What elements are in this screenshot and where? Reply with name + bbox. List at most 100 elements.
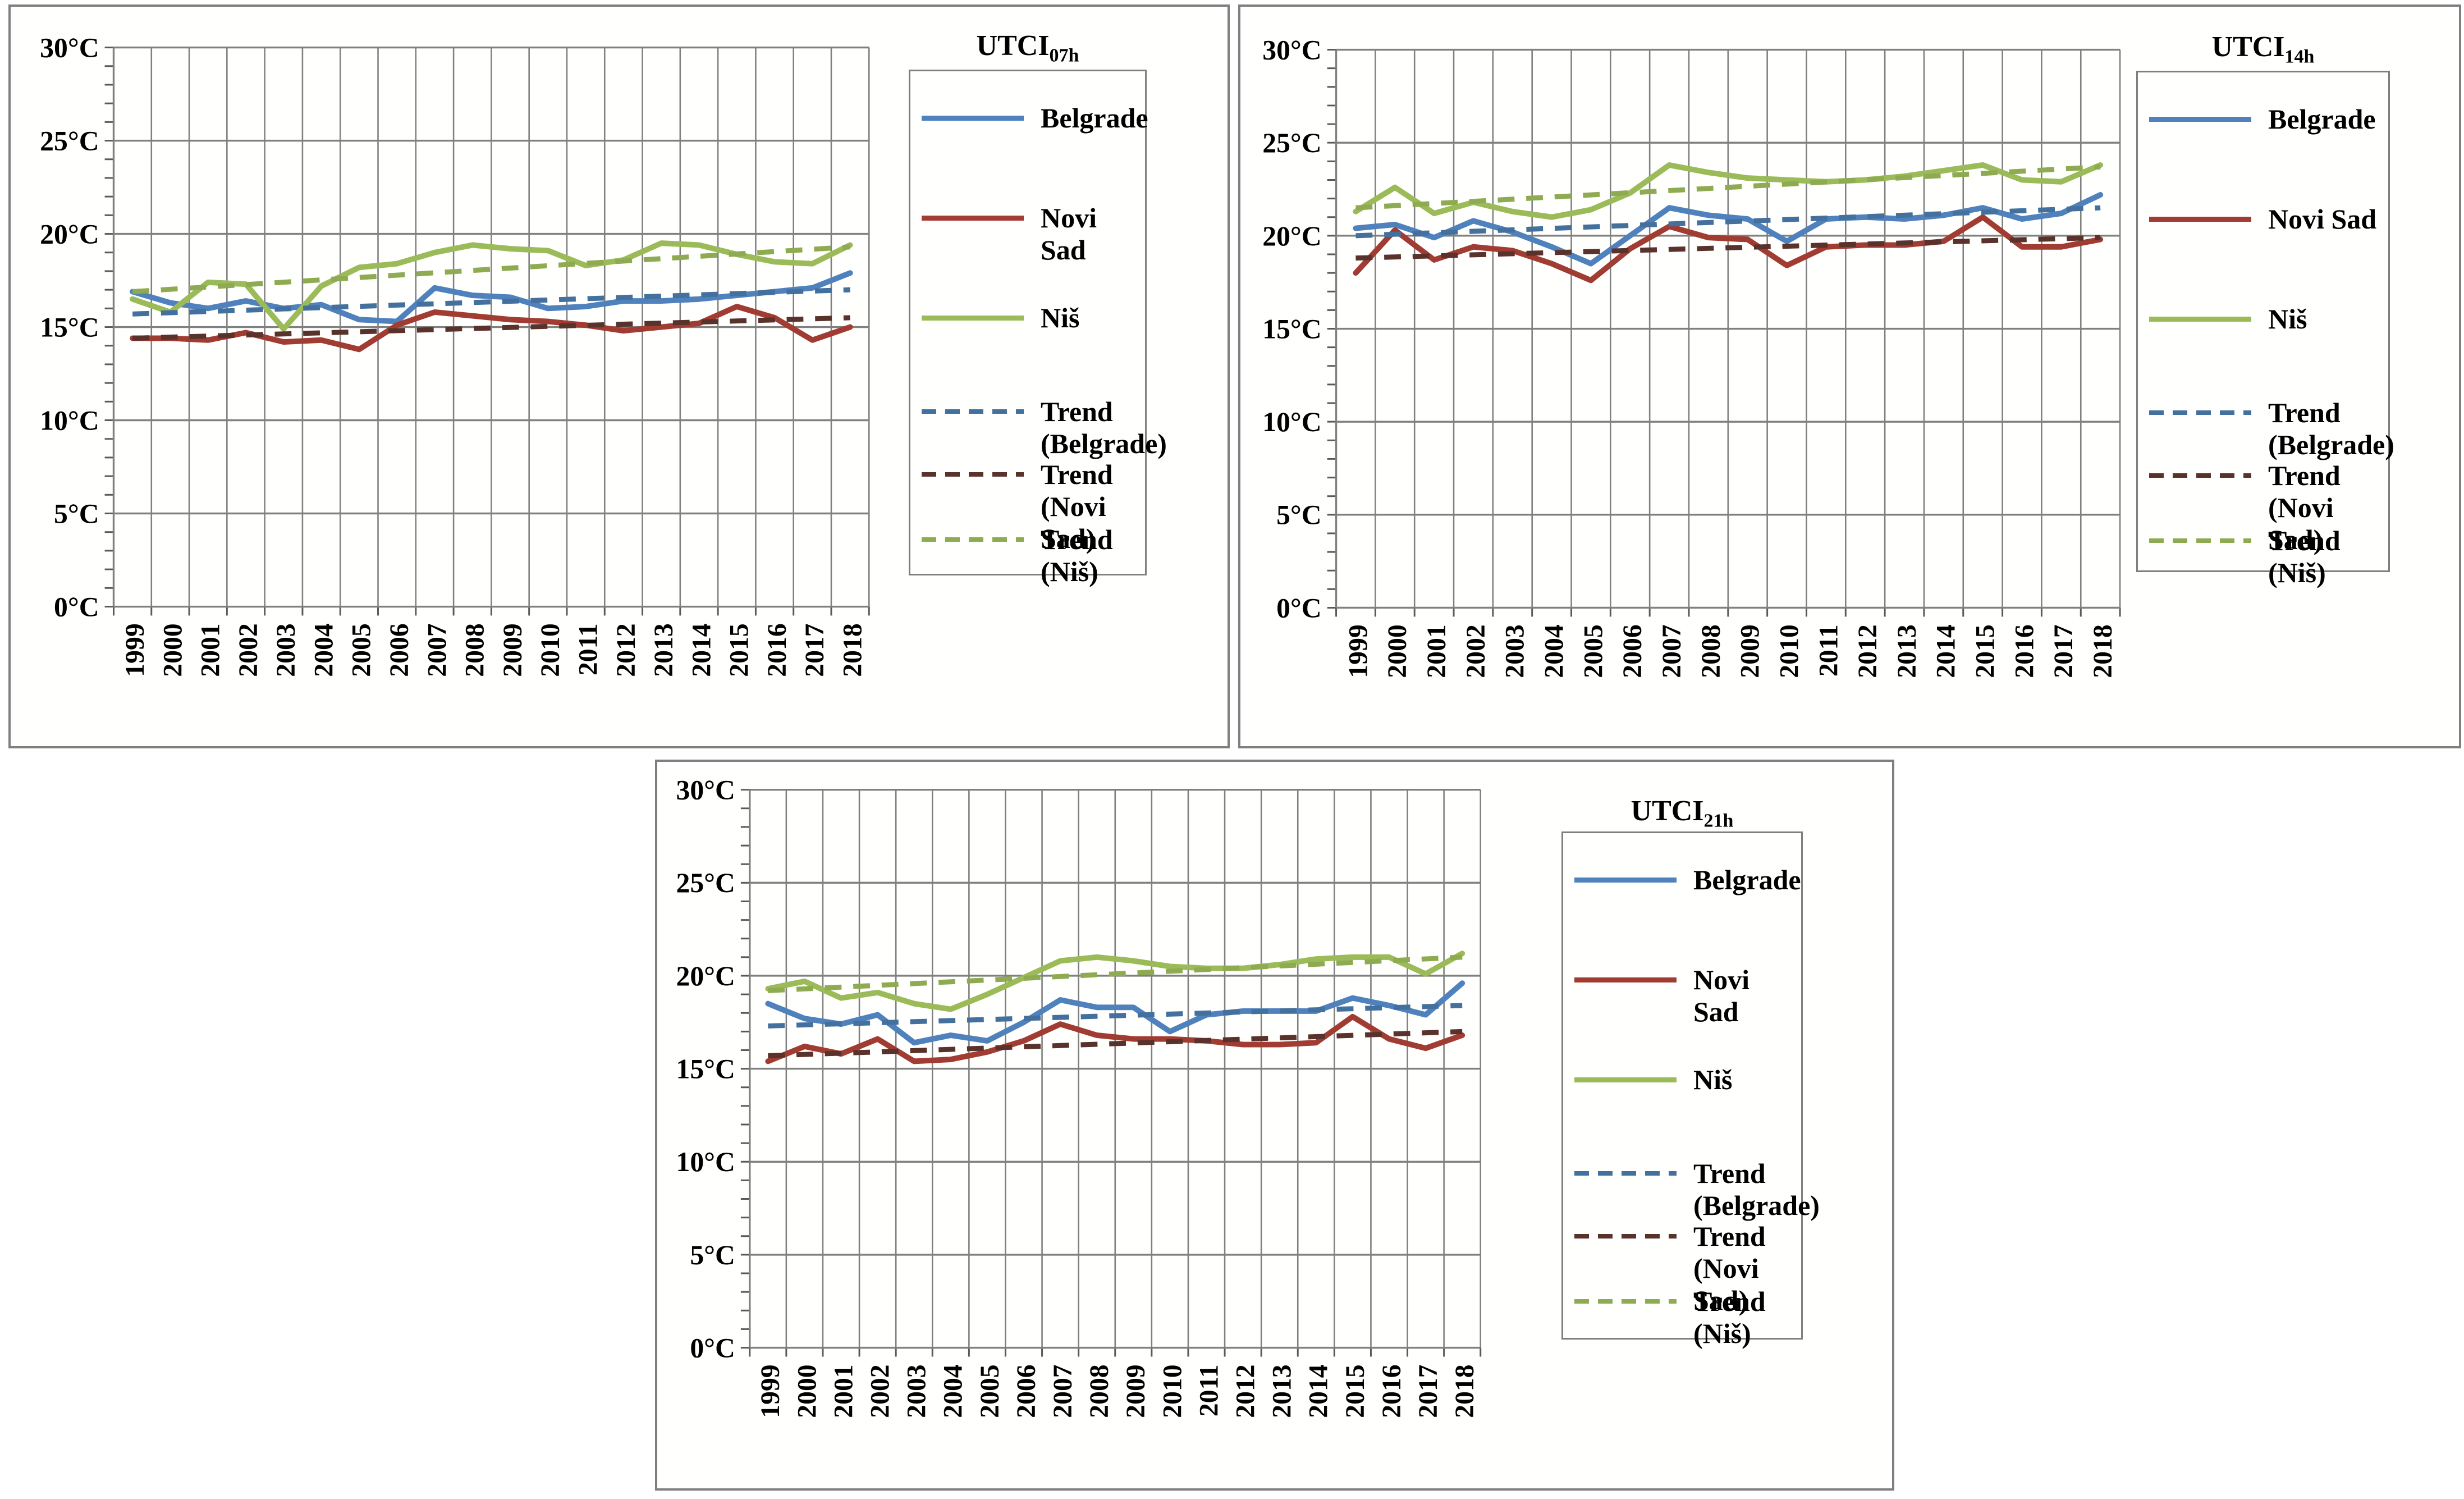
y-tick-label: 30°C bbox=[676, 775, 735, 806]
legend-item-belgrade: Belgrade bbox=[2149, 103, 2384, 135]
trend-line-trend-belgrade- bbox=[132, 287, 850, 317]
x-tick-label: 2003 bbox=[271, 623, 301, 677]
legend-label-line: Sad) bbox=[1041, 523, 1096, 554]
legend-item-trend-novi: Trend (Novi Sad) bbox=[1574, 1221, 1797, 1317]
y-tick-label: 5°C bbox=[1276, 500, 1322, 531]
x-tick-label: 2014 bbox=[1304, 1364, 1334, 1418]
legend-item-trend-novi: Trend (Novi Sad) bbox=[922, 459, 1141, 555]
legend-label-line: Belgrade bbox=[1041, 102, 1148, 134]
y-tick-label: 10°C bbox=[676, 1146, 735, 1177]
series-line-niš bbox=[1353, 162, 2104, 220]
legend-label-line: Sad) bbox=[1693, 1285, 1748, 1316]
y-tick-label: 25°C bbox=[676, 867, 735, 898]
x-tick-label: 2000 bbox=[1382, 624, 1412, 678]
legend-label-line: (Belgrade) bbox=[1041, 428, 1167, 459]
legend-utci07h: Belgrade Novi Sad Niš Trend (Belgrade) Trend … bbox=[909, 70, 1167, 587]
y-tick-label: 10°C bbox=[40, 405, 99, 436]
legend-label: Trend (Belgrade) bbox=[2268, 397, 2394, 461]
legend-label-line: Trend bbox=[2268, 397, 2341, 428]
x-tick-label: 2008 bbox=[1696, 624, 1726, 678]
chart-title-main: UTCI bbox=[976, 30, 1050, 62]
x-tick-label: 2005 bbox=[1578, 624, 1608, 678]
legend-label-line: (Belgrade) bbox=[1693, 1190, 1820, 1221]
legend-label-line: Belgrade bbox=[1693, 864, 1801, 895]
legend-item-trend-niš-: Trend (Niš) bbox=[1574, 1286, 1797, 1350]
legend-item-trend: Trend (Belgrade) bbox=[922, 396, 1167, 460]
legend-item-trend-niš-: Trend (Niš) bbox=[922, 524, 1141, 588]
series-line-belgrade bbox=[765, 980, 1465, 1046]
x-tick-label: 2009 bbox=[498, 623, 528, 677]
legend-label: Trend (Niš) bbox=[1693, 1286, 1797, 1350]
legend-line-sample-0 bbox=[922, 116, 1024, 121]
x-tick-label: 2011 bbox=[573, 623, 603, 675]
legend-line-sample-2 bbox=[922, 316, 1024, 321]
x-tick-label: 2010 bbox=[1774, 624, 1804, 678]
legend-label: Trend (Belgrade) bbox=[1041, 396, 1167, 460]
legend-label-line: Trend (Novi bbox=[1041, 459, 1113, 522]
x-tick-label: 2017 bbox=[1413, 1364, 1443, 1418]
x-tick-label: 2017 bbox=[800, 623, 830, 677]
x-tick-label: 2016 bbox=[762, 623, 792, 677]
legend-line-sample-1 bbox=[922, 216, 1024, 221]
legend-label-line: Trend (Novi bbox=[2268, 460, 2341, 523]
legend-dash-sample-5 bbox=[1574, 1299, 1677, 1304]
legend-label: Niš bbox=[1041, 302, 1141, 334]
x-tick-label: 1999 bbox=[120, 623, 150, 677]
legend-line-sample-0 bbox=[2149, 117, 2251, 122]
y-tick-label: 10°C bbox=[1262, 406, 1321, 437]
y-tick-label: 25°C bbox=[1262, 127, 1321, 158]
y-tick-label: 25°C bbox=[40, 125, 99, 156]
x-tick-label: 2009 bbox=[1735, 624, 1765, 678]
x-tick-label: 1999 bbox=[755, 1364, 785, 1418]
x-tick-label: 2018 bbox=[1450, 1364, 1480, 1418]
x-tick-label: 2009 bbox=[1121, 1364, 1151, 1418]
x-tick-label: 2014 bbox=[1931, 624, 1961, 678]
x-tick-label: 2016 bbox=[1377, 1364, 1407, 1418]
trend-line-trend-niš- bbox=[768, 954, 1463, 993]
x-tick-label: 2012 bbox=[1853, 624, 1883, 678]
legend-item-trend-novi: Trend (Novi Sad) bbox=[2149, 460, 2384, 556]
chart-title-main: UTCI bbox=[1631, 795, 1704, 827]
x-tick-label: 2013 bbox=[1892, 624, 1922, 678]
legend-label-line: Sad) bbox=[2268, 524, 2323, 555]
x-tick-label: 2015 bbox=[1340, 1364, 1370, 1418]
y-tick-label: 0°C bbox=[1276, 592, 1322, 623]
y-tick-label: 30°C bbox=[1262, 34, 1321, 65]
chart-title-subscript: 14h bbox=[2284, 46, 2315, 67]
legend-dash-sample-3 bbox=[922, 409, 1024, 414]
legend-label-line: Trend (Niš) bbox=[1041, 524, 1113, 587]
x-tick-label: 2003 bbox=[902, 1364, 932, 1418]
legend-label-line: Trend (Niš) bbox=[1693, 1286, 1766, 1349]
chart-title-subscript: 07h bbox=[1049, 45, 1079, 66]
legend-label-line: Novi Sad bbox=[2268, 203, 2377, 235]
legend-label: Niš bbox=[1693, 1064, 1797, 1096]
y-tick-label: 0°C bbox=[54, 591, 99, 622]
chart-title-utci07h: UTCI07h bbox=[859, 29, 1196, 66]
legend-line-sample-0 bbox=[1574, 878, 1677, 883]
x-tick-label: 2010 bbox=[535, 623, 565, 677]
legend-label: Trend (Niš) bbox=[2268, 525, 2384, 589]
legend-label-line: (Belgrade) bbox=[2268, 429, 2394, 460]
legend-label-line: Niš bbox=[2268, 303, 2307, 335]
legend-label-line: Niš bbox=[1693, 1064, 1733, 1095]
legend-item-trend-niš-: Trend (Niš) bbox=[2149, 525, 2384, 589]
trend-line-trend-novi-sad- bbox=[132, 315, 850, 341]
legend-label-line: Belgrade bbox=[2268, 103, 2376, 135]
legend-utci21h: Belgrade Novi Sad Niš Trend (Belgrade) Trend … bbox=[1561, 831, 1820, 1349]
legend-label-line: Novi Sad bbox=[1041, 202, 1097, 266]
legend-dash-sample-5 bbox=[2149, 538, 2251, 543]
x-tick-label: 2004 bbox=[938, 1364, 968, 1418]
x-tick-label: 1999 bbox=[1343, 624, 1373, 678]
x-tick-label: 2006 bbox=[1618, 624, 1647, 678]
legend-dash-sample-3 bbox=[1574, 1171, 1677, 1176]
x-tick-label: 2012 bbox=[611, 623, 641, 677]
series-line-niš bbox=[765, 950, 1465, 1012]
legend-label: Novi Sad bbox=[2268, 203, 2384, 235]
legend-item-belgrade: Belgrade bbox=[1574, 864, 1801, 896]
y-tick-label: 5°C bbox=[690, 1240, 735, 1271]
legend-label: Trend (Niš) bbox=[1041, 524, 1141, 588]
legend-line-sample-1 bbox=[1574, 977, 1677, 982]
